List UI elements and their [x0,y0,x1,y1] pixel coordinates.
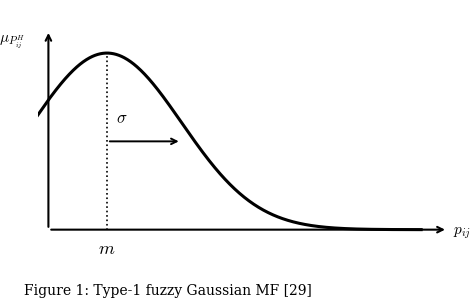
Text: $m$: $m$ [98,240,116,258]
Text: $\sigma$: $\sigma$ [116,110,127,127]
Text: $\mu_{P_{ij}^H}$: $\mu_{P_{ij}^H}$ [0,34,25,50]
Text: $p_{ij}$: $p_{ij}$ [453,226,471,241]
Text: Figure 1: Type-1 fuzzy Gaussian MF [29]: Figure 1: Type-1 fuzzy Gaussian MF [29] [24,284,312,298]
